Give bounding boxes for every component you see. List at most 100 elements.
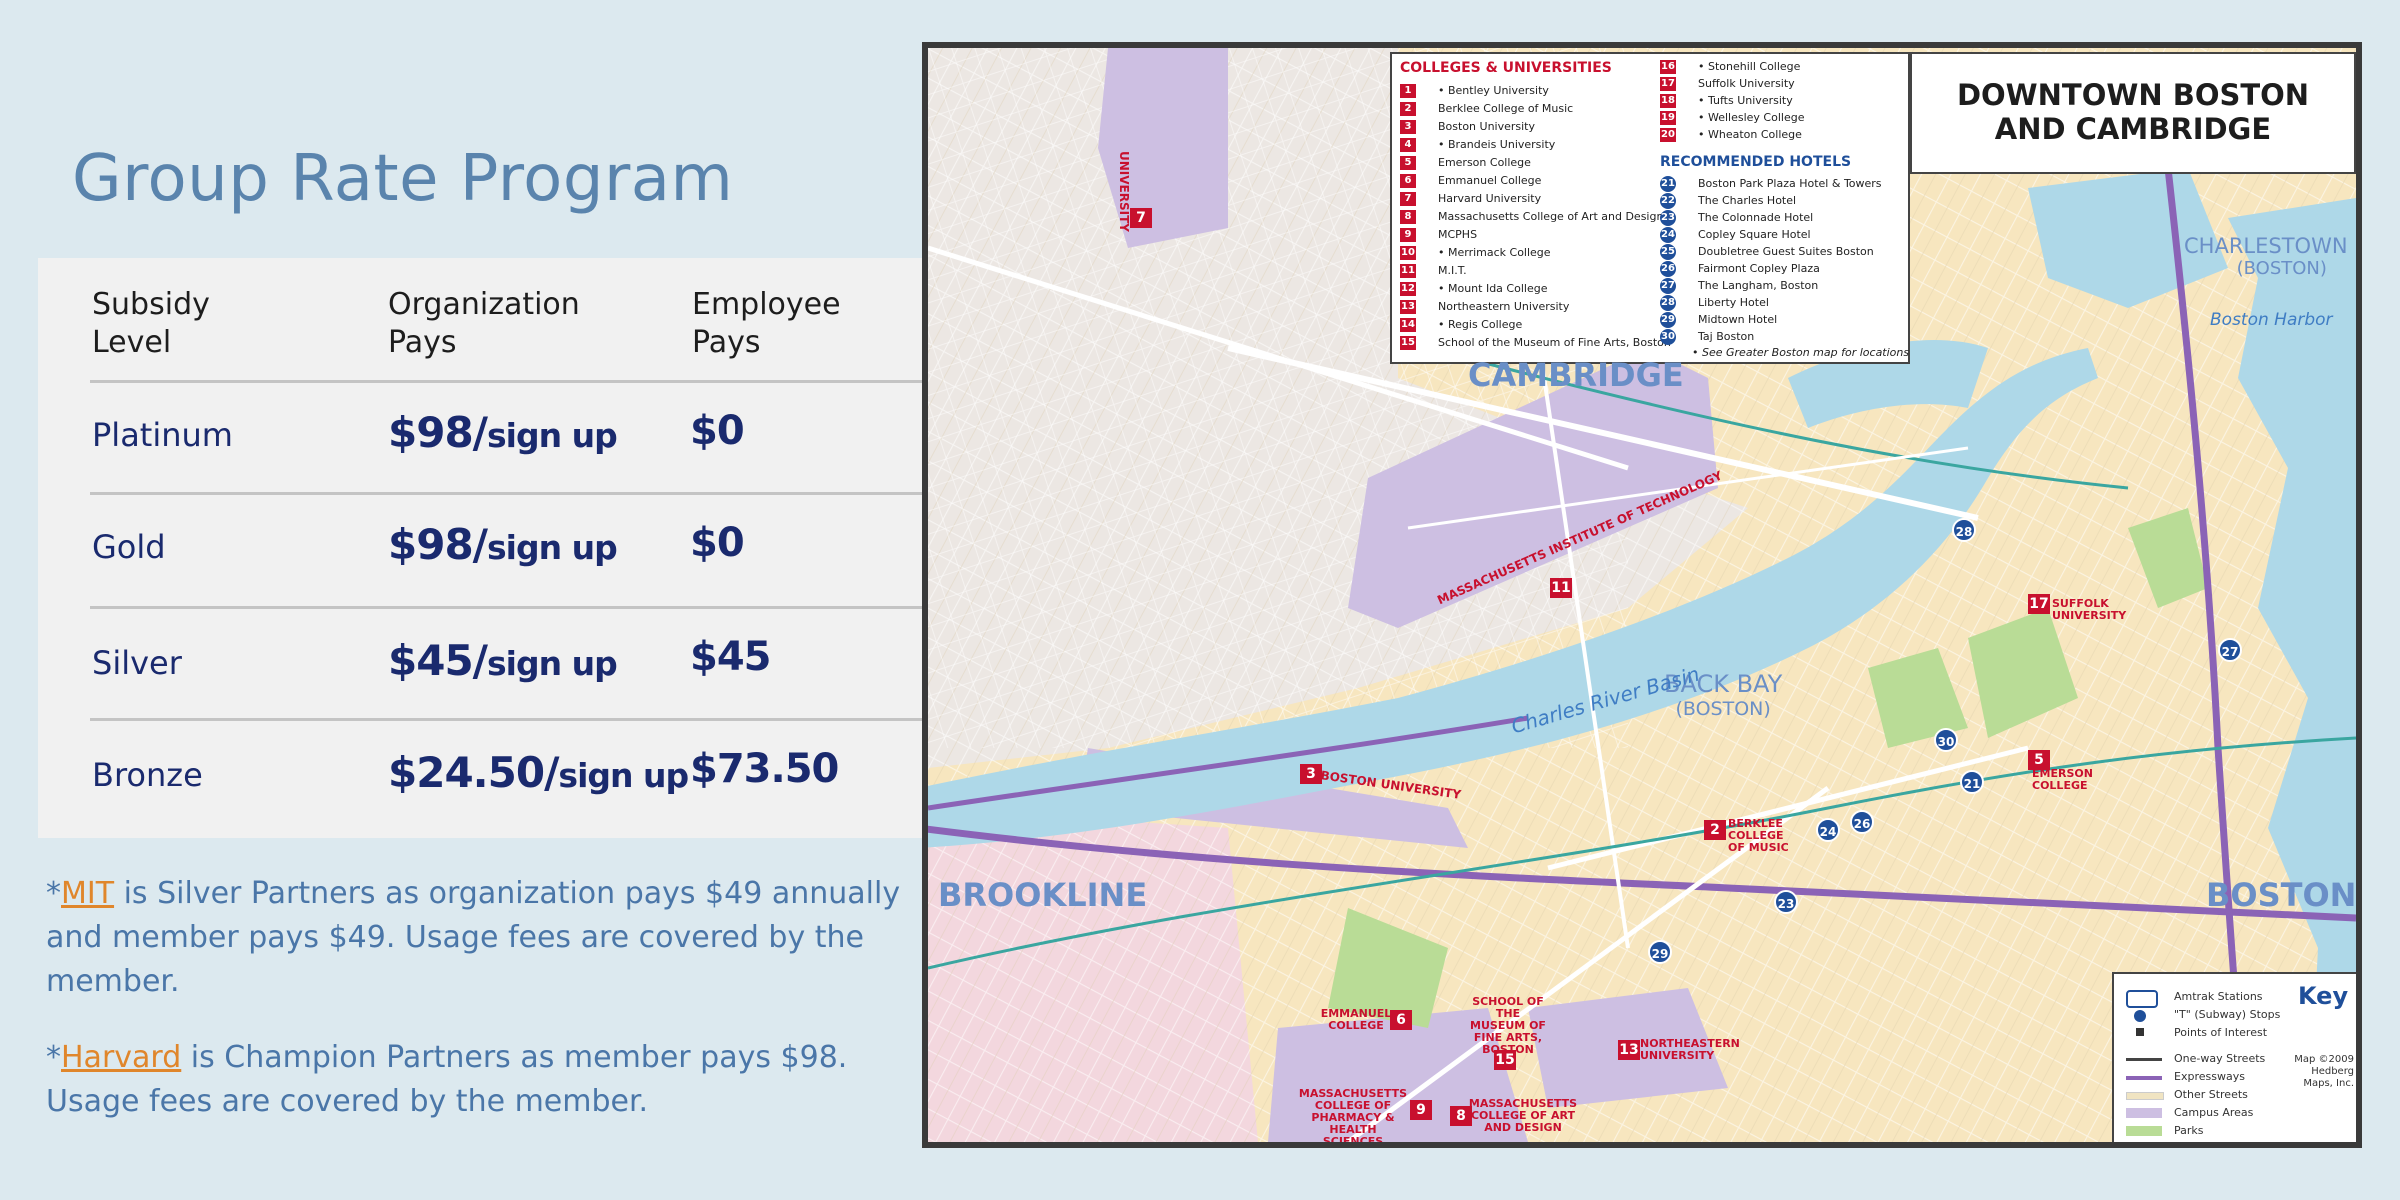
college-marker: 11 [1550, 578, 1572, 598]
harvard-campus-label: UNIVERSITY [1117, 151, 1131, 232]
main-st [1227, 345, 1979, 521]
hotels-heading: RECOMMENDED HOTELS [1660, 154, 1852, 170]
college-list-item: 14 • Regis College [1400, 318, 1523, 332]
campus-swatch [2126, 1108, 2162, 1118]
boston-harbor-label: Boston Harbor [2210, 310, 2333, 330]
map-legend: COLLEGES & UNIVERSITIES 1 • Bentley Unive… [1390, 52, 1910, 364]
college-marker: 2 [1704, 820, 1726, 840]
college-marker: 6 [1390, 1010, 1412, 1030]
map-copyright: Map ©2009 Hedberg Maps, Inc. [2294, 1054, 2354, 1089]
mass-pike [928, 825, 2356, 922]
hotel-list-item: 26 Fairmont Copley Plaza [1660, 261, 1820, 277]
divider [90, 380, 1230, 383]
college-list-item: 13 Northeastern University [1400, 300, 1570, 314]
college-marker: 17 [2028, 594, 2050, 614]
berklee-label: BERKLEE COLLEGE OF MUSIC [1728, 817, 1789, 854]
college-list-item: 5 Emerson College [1400, 156, 1531, 170]
note-mit: *MIT is Silver Partners as organization … [46, 876, 901, 999]
college-marker: 7 [1130, 208, 1152, 228]
college-list-item: 16 • Stonehill College [1660, 60, 1801, 74]
expressway-swatch [2126, 1076, 2162, 1080]
public-garden [1868, 648, 1968, 748]
college-list-item: 18 • Tufts University [1660, 94, 1793, 108]
divider [90, 718, 1230, 721]
college-list-item: 1 • Bentley University [1400, 84, 1549, 98]
huntington-ave [1346, 785, 1830, 1142]
hotel-marker: 26 [1850, 810, 1874, 834]
emerson-label: EMERSON COLLEGE [2032, 767, 2093, 792]
smfa-label: SCHOOL OF THE MUSEUM OF FINE ARTS, BOSTO… [1470, 995, 1546, 1056]
mass-ave [1526, 267, 1630, 949]
road [928, 245, 1629, 471]
row-bronze-org-pays: $24.50/sign up [388, 748, 689, 797]
row-silver-employee-pays: $45 [690, 634, 771, 680]
divider [90, 492, 1230, 495]
college-marker: 8 [1450, 1106, 1472, 1126]
boston-cambridge-map: COLLEGES & UNIVERSITIES 1 • Bentley Unive… [922, 42, 2362, 1148]
college-list-item: 7 Harvard University [1400, 192, 1541, 206]
hotel-marker: 29 [1648, 940, 1672, 964]
hotel-list-item: 25 Doubletree Guest Suites Boston [1660, 244, 1874, 260]
college-marker: 9 [1410, 1100, 1432, 1120]
boylston-st [1547, 745, 2029, 871]
boston-label: BOSTON [2206, 876, 2357, 914]
park [2128, 508, 2208, 608]
college-list-item: 20 • Wheaton College [1660, 128, 1802, 142]
row-platinum-org-pays: $98/sign up [388, 408, 618, 457]
hotel-marker: 21 [1960, 770, 1984, 794]
row-silver-org-pays: $45/sign up [388, 636, 618, 685]
amtrak-icon [2126, 990, 2158, 1008]
charlestown-label: CHARLESTOWN (BOSTON) [2184, 234, 2348, 279]
college-marker: 3 [1300, 764, 1322, 784]
hotel-list-item: 30 Taj Boston [1660, 329, 1755, 345]
row-gold-org-pays: $98/sign up [388, 520, 618, 569]
subway-icon [2134, 1010, 2146, 1022]
row-gold-level: Gold [92, 528, 166, 566]
college-list-item: 2 Berklee College of Music [1400, 102, 1573, 116]
row-platinum-employee-pays: $0 [690, 408, 745, 454]
brookline-label: BROOKLINE [938, 876, 1148, 914]
mit-campus [1348, 348, 1718, 628]
back-bay-label: BACK BAY (BOSTON) [1664, 670, 1783, 720]
college-list-item: 3 Boston University [1400, 120, 1535, 134]
red-line [1427, 346, 2129, 490]
harvard-link[interactable]: Harvard [61, 1040, 182, 1075]
hotel-list-item: 27 The Langham, Boston [1660, 278, 1819, 294]
college-list-item: 17 Suffolk University [1660, 77, 1795, 91]
northeastern-label: NORTHEASTERN UNIVERSITY [1640, 1037, 1740, 1062]
college-list-item: 12 • Mount Ida College [1400, 282, 1548, 296]
map-key: Key Amtrak Stations "T" (Subway) Stops P… [2112, 972, 2356, 1142]
row-bronze-employee-pays: $73.50 [690, 746, 839, 792]
emmanuel-label: EMMANUEL COLLEGE [1320, 1007, 1392, 1032]
hotel-list-item: 29 Midtown Hotel [1660, 312, 1778, 328]
college-list-item: 10 • Merrimack College [1400, 246, 1551, 260]
memorial-dr [1407, 446, 1969, 530]
row-bronze-level: Bronze [92, 756, 203, 794]
hotel-list-item: 23 The Colonnade Hotel [1660, 210, 1814, 226]
mit-link[interactable]: MIT [61, 876, 115, 911]
cambridge-label: CAMBRIDGE [1468, 356, 1684, 394]
page-title: Group Rate Program [72, 142, 734, 216]
header-subsidy-level: Subsidy Level [92, 287, 210, 360]
row-platinum-level: Platinum [92, 416, 233, 454]
college-marker: 5 [2028, 750, 2050, 770]
college-list-item: 15 School of the Museum of Fine Arts, Bos… [1400, 336, 1671, 350]
hotel-marker: 24 [1816, 818, 1840, 842]
harvard-campus [1098, 48, 1228, 248]
green-line [928, 736, 2356, 970]
college-list-item: 19 • Wellesley College [1660, 111, 1805, 125]
hotel-list-item: 28 Liberty Hotel [1660, 295, 1769, 311]
boston-common [1968, 608, 2078, 738]
row-silver-level: Silver [92, 644, 182, 682]
hotel-list-item: 22 The Charles Hotel [1660, 193, 1797, 209]
row-gold-employee-pays: $0 [690, 520, 745, 566]
mcphs-label: MASSACHUSETTS COLLEGE OF PHARMACY & HEAL… [1298, 1087, 1408, 1148]
divider [90, 606, 1230, 609]
map-title: DOWNTOWN BOSTON AND CAMBRIDGE [1910, 52, 2356, 174]
hotel-list-item: 24 Copley Square Hotel [1660, 227, 1811, 243]
hotel-list-item: 21 Boston Park Plaza Hotel & Towers [1660, 176, 1882, 192]
storrow-drive [928, 715, 1529, 811]
boston-harbor [2228, 198, 2356, 1142]
street-swatch [2126, 1092, 2164, 1100]
hotel-marker: 30 [1934, 728, 1958, 752]
